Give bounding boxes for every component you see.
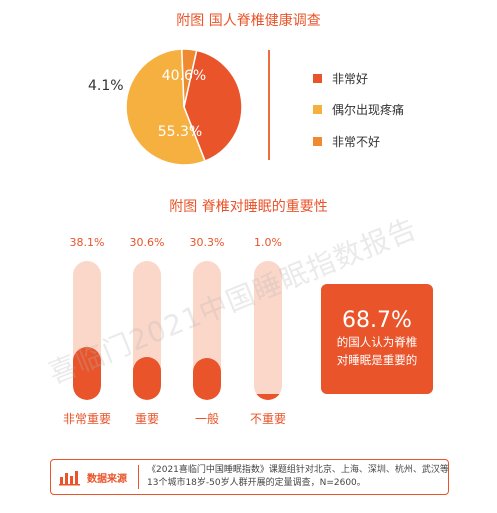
bar-value-label: 1.0% [254,236,282,249]
callout-value: 68.7% [342,308,412,333]
pie-chart: 40.6% 55.3% 4.1% [88,48,243,166]
bar [193,357,221,400]
bar-track [254,261,282,400]
legend-item-very-bad: 非常不好 [313,133,380,149]
bar-value-label: 38.1% [69,236,105,249]
callout-box: 68.7% 的国人认为脊椎 对睡眠是重要的 [321,284,433,394]
callout-line: 对睡眠是重要的 [336,353,418,367]
legend-label: 非常不好 [332,134,381,149]
bar-track [73,261,101,400]
callout-line: 的国人认为脊椎 [336,335,418,349]
bar [133,357,161,400]
pie-slice-label: 40.6% [162,68,206,84]
source-line: 《2021喜临门中国睡眠指数》课题组针对北京、上海、深圳、杭州、武汉等 [147,465,449,475]
bar-category-label: 一般 [194,412,219,426]
legend-label: 非常好 [332,71,369,86]
bar-value-label: 30.3% [189,236,225,249]
pie-chart-title: 附图 国人脊椎健康调查 [176,13,321,29]
source-divider [138,465,139,489]
bar-chart-icon [59,471,80,486]
source-line: 13个城市18岁-50岁人群开展的定量调查，N=2600。 [147,478,366,488]
bar-track [133,261,161,400]
legend-item-very-good: 非常好 [313,70,368,86]
pie-slice [181,48,198,108]
pie-slice [125,48,206,166]
bar-chart-title: 附图 脊椎对睡眠的重要性 [169,199,328,215]
legend-swatch [313,104,322,114]
pie-slice [183,49,243,163]
pie-slice-label: 4.1% [88,78,124,94]
legend-swatch [313,136,322,146]
bar-category-label: 非常重要 [62,412,111,426]
source-label: 数据来源 [87,474,127,485]
bar-value-label: 30.6% [129,236,165,249]
legend-divider [268,50,270,160]
bar-category-label: 不重要 [249,412,286,426]
legend-swatch [313,73,322,83]
source-box: 数据来源 《2021喜临门中国睡眠指数》课题组针对北京、上海、深圳、杭州、武汉等… [50,459,449,495]
pie-slice-label: 55.3% [158,124,202,140]
bar [73,347,101,400]
bar-track [193,261,221,400]
legend-label: 偶尔出现疼痛 [332,102,405,117]
legend-item-occasional-pain: 偶尔出现疼痛 [313,101,404,117]
bar [254,394,282,400]
bar-category-label: 重要 [134,412,159,426]
